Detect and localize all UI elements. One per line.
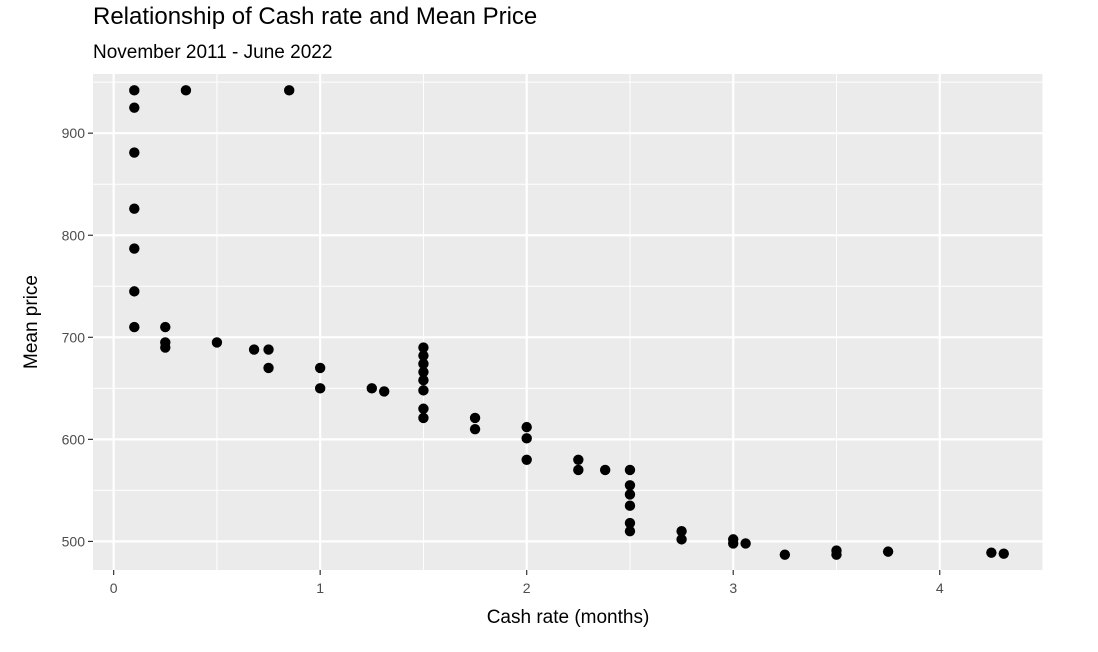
x-tick-label: 2 <box>523 580 531 596</box>
data-point <box>129 85 140 96</box>
data-point <box>624 500 636 511</box>
data-point <box>263 344 274 355</box>
chart-subtitle: November 2011 - June 2022 <box>93 42 333 63</box>
data-point <box>129 203 140 214</box>
data-point <box>314 362 326 374</box>
y-tick-label: 500 <box>62 533 86 549</box>
data-point <box>263 362 274 374</box>
data-point <box>211 337 223 348</box>
data-point <box>418 350 429 361</box>
data-point <box>521 433 532 444</box>
data-point <box>521 454 532 465</box>
data-point <box>418 385 429 396</box>
data-point <box>378 386 390 397</box>
y-tick-label: 700 <box>62 329 86 345</box>
x-tick-label: 3 <box>729 580 737 596</box>
data-point <box>882 546 894 557</box>
data-point <box>573 464 584 476</box>
x-tick-label: 4 <box>936 580 944 596</box>
data-point <box>129 286 140 297</box>
data-point <box>624 517 636 529</box>
data-point <box>283 85 295 96</box>
data-point <box>129 243 140 254</box>
data-point <box>728 538 739 549</box>
data-point <box>418 403 429 414</box>
data-point <box>469 412 481 424</box>
data-point <box>599 464 611 476</box>
data-point <box>521 421 532 433</box>
data-point <box>676 526 687 537</box>
data-point <box>314 383 326 394</box>
y-tick-label: 600 <box>62 431 86 447</box>
plot-panel <box>93 74 1043 570</box>
data-point <box>624 489 636 500</box>
data-point <box>160 342 171 353</box>
data-point <box>129 102 140 113</box>
data-point <box>160 321 171 333</box>
data-point <box>676 534 687 545</box>
data-point <box>180 85 192 96</box>
data-point <box>129 321 140 333</box>
data-point <box>998 548 1009 559</box>
y-tick-label: 900 <box>62 125 86 141</box>
y-tick-label: 800 <box>62 227 86 243</box>
data-point <box>624 464 636 476</box>
minor-gridlines <box>93 74 1044 570</box>
data-point <box>469 423 481 435</box>
data-point <box>418 366 429 378</box>
x-tick-label: 1 <box>316 580 324 596</box>
data-point <box>779 549 791 560</box>
data-point <box>418 342 429 353</box>
data-point <box>573 454 584 465</box>
data-point <box>624 480 636 491</box>
data-point <box>418 358 429 370</box>
data-point <box>366 383 378 394</box>
x-tick-label: 0 <box>110 580 118 596</box>
y-axis-title: Mean price <box>21 275 42 369</box>
x-axis-title: Cash rate (months) <box>487 607 650 628</box>
data-point <box>831 549 842 560</box>
data-point <box>248 344 260 355</box>
major-gridlines <box>93 74 1043 570</box>
data-point <box>624 526 636 537</box>
data-point <box>986 547 997 558</box>
data-point <box>418 412 429 424</box>
axis-ticks: 0 1 2 3 4 500 600 700 800 900 <box>62 125 944 596</box>
chart-title: Relationship of Cash rate and Mean Price <box>93 3 538 30</box>
data-points <box>129 85 1009 560</box>
data-point <box>129 147 140 158</box>
data-point <box>740 538 751 549</box>
data-point <box>418 374 429 386</box>
